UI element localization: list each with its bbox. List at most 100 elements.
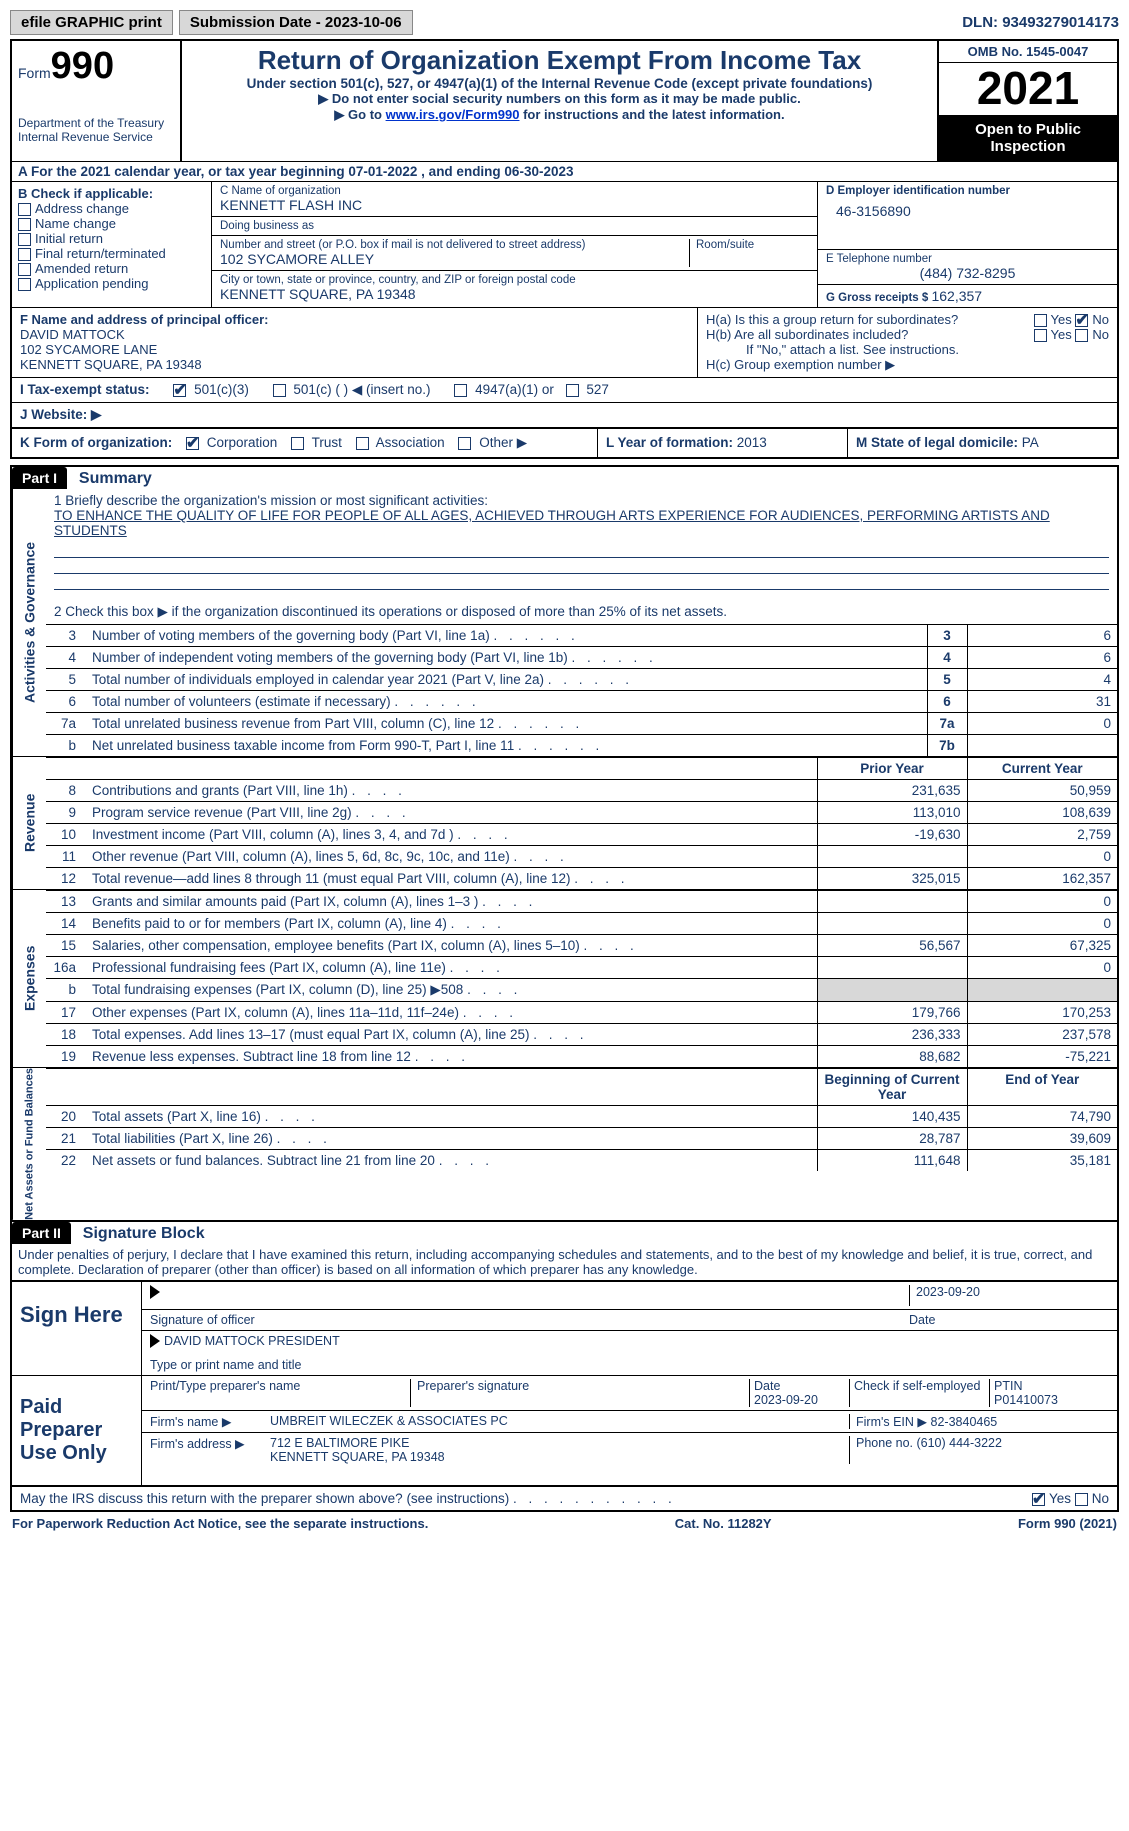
form-number: 990	[51, 45, 114, 87]
street-label: Number and street (or P.O. box if mail i…	[220, 239, 689, 251]
open-to-public: Open to Public Inspection	[939, 115, 1117, 161]
mission-q: 1 Briefly describe the organization's mi…	[54, 493, 1109, 508]
table-row: 4Number of independent voting members of…	[46, 647, 1117, 669]
penalties-text: Under penalties of perjury, I declare th…	[10, 1244, 1119, 1282]
table-row: bTotal fundraising expenses (Part IX, co…	[46, 979, 1117, 1002]
table-row: 10Investment income (Part VIII, column (…	[46, 824, 1117, 846]
footer-mid: Cat. No. 11282Y	[675, 1516, 772, 1531]
governance-section: Activities & Governance 1 Briefly descri…	[10, 489, 1119, 757]
discuss-row: May the IRS discuss this return with the…	[10, 1487, 1119, 1512]
sign-date: 2023-09-20	[909, 1285, 1109, 1306]
gross-value: 162,357	[931, 288, 982, 304]
gross-label: G Gross receipts $	[826, 292, 931, 304]
section-bcd: B Check if applicable: Address change Na…	[10, 182, 1119, 307]
table-row: 8Contributions and grants (Part VIII, li…	[46, 780, 1117, 802]
governance-table: 3Number of voting members of the governi…	[46, 624, 1117, 756]
paid-preparer-label: Paid Preparer Use Only	[12, 1376, 142, 1485]
submission-date-button[interactable]: Submission Date - 2023-10-06	[179, 10, 413, 35]
expenses-section: Expenses 13Grants and similar amounts pa…	[10, 890, 1119, 1068]
row-j: J Website: ▶	[10, 402, 1119, 428]
discuss-no[interactable]	[1075, 1493, 1088, 1506]
chk-501c[interactable]	[273, 384, 286, 397]
chk-501c3[interactable]	[173, 384, 186, 397]
table-row: 6Total number of volunteers (estimate if…	[46, 691, 1117, 713]
firm-ein: 82-3840465	[931, 1415, 998, 1429]
chk-corp[interactable]	[186, 437, 199, 450]
chk-trust[interactable]	[291, 437, 304, 450]
vtab-revenue: Revenue	[12, 757, 46, 889]
chk-initial-return[interactable]	[18, 233, 31, 246]
chk-name-change[interactable]	[18, 218, 31, 231]
chk-amended[interactable]	[18, 263, 31, 276]
tel-value: (484) 732-8295	[826, 265, 1109, 281]
chk-assoc[interactable]	[356, 437, 369, 450]
dept-label: Department of the Treasury Internal Reve…	[18, 116, 174, 144]
table-row: 12Total revenue—add lines 8 through 11 (…	[46, 868, 1117, 890]
date-label: Date	[909, 1313, 1109, 1327]
hb-yes[interactable]	[1034, 329, 1047, 342]
irs-link[interactable]: www.irs.gov/Form990	[386, 107, 520, 122]
signature-block: Sign Here 2023-09-20 Signature of office…	[10, 1282, 1119, 1487]
b-label: B Check if applicable:	[18, 186, 205, 201]
chk-other[interactable]	[458, 437, 471, 450]
row-klm: K Form of organization: Corporation Trus…	[10, 428, 1119, 459]
ha-label: H(a) Is this a group return for subordin…	[706, 312, 958, 327]
table-row: 5Total number of individuals employed in…	[46, 669, 1117, 691]
chk-address-change[interactable]	[18, 203, 31, 216]
ha-yes[interactable]	[1034, 314, 1047, 327]
table-row: 7aTotal unrelated business revenue from …	[46, 713, 1117, 735]
row-a: A For the 2021 calendar year, or tax yea…	[10, 161, 1119, 182]
prep-name-label: Print/Type preparer's name	[150, 1379, 410, 1407]
sign-here-label: Sign Here	[12, 1282, 142, 1375]
triangle-icon	[150, 1334, 160, 1348]
header-line1: ▶ Do not enter social security numbers o…	[190, 91, 929, 107]
vtab-governance: Activities & Governance	[12, 489, 46, 756]
part1-title: Summary	[71, 470, 152, 487]
tel-label: E Telephone number	[826, 253, 1109, 265]
chk-application-pending[interactable]	[18, 278, 31, 291]
chk-527[interactable]	[566, 384, 579, 397]
dba-label: Doing business as	[220, 220, 809, 232]
city-label: City or town, state or province, country…	[220, 274, 809, 286]
firm-phone: (610) 444-3222	[916, 1436, 1001, 1450]
table-row: 11Other revenue (Part VIII, column (A), …	[46, 846, 1117, 868]
type-print-label: Type or print name and title	[150, 1358, 301, 1372]
ha-no[interactable]	[1075, 314, 1088, 327]
hb-note: If "No," attach a list. See instructions…	[706, 342, 1109, 357]
efile-print-button[interactable]: efile GRAPHIC print	[10, 10, 173, 35]
topbar: efile GRAPHIC print Submission Date - 20…	[10, 10, 1119, 35]
table-row: 3Number of voting members of the governi…	[46, 625, 1117, 647]
table-row: 20Total assets (Part X, line 16) . . . .…	[46, 1106, 1117, 1128]
c-name-label: C Name of organization	[220, 185, 809, 197]
part2-num: Part II	[12, 1222, 71, 1244]
dln-label: DLN: 93493279014173	[962, 14, 1119, 31]
footer-right: Form 990 (2021)	[1018, 1516, 1117, 1531]
table-row: 19Revenue less expenses. Subtract line 1…	[46, 1046, 1117, 1068]
hb-no[interactable]	[1075, 329, 1088, 342]
form-header: Form990 Department of the Treasury Inter…	[10, 39, 1119, 161]
chk-4947[interactable]	[454, 384, 467, 397]
chk-final-return[interactable]	[18, 248, 31, 261]
hb-label: H(b) Are all subordinates included?	[706, 327, 908, 342]
part1-num: Part I	[12, 467, 67, 489]
netassets-section: Net Assets or Fund Balances Beginning of…	[10, 1068, 1119, 1222]
part2-title: Signature Block	[75, 1225, 205, 1242]
officer-name: DAVID MATTOCK	[20, 327, 689, 342]
table-row: 16aProfessional fundraising fees (Part I…	[46, 957, 1117, 979]
goto-post: for instructions and the latest informat…	[519, 107, 784, 122]
prep-sig-label: Preparer's signature	[410, 1379, 749, 1407]
ein-value: 46-3156890	[826, 197, 1109, 219]
form-title: Return of Organization Exempt From Incom…	[190, 45, 929, 76]
table-row: bNet unrelated business taxable income f…	[46, 735, 1117, 757]
form-word: Form	[18, 65, 51, 81]
line2-text: 2 Check this box ▶ if the organization d…	[54, 604, 727, 619]
hc-label: H(c) Group exemption number ▶	[706, 357, 1109, 373]
ptin-value: P01410073	[994, 1393, 1058, 1407]
goto-pre: ▶ Go to	[334, 107, 385, 122]
expenses-table: 13Grants and similar amounts paid (Part …	[46, 890, 1117, 1067]
discuss-yes[interactable]	[1032, 1493, 1045, 1506]
firm-name: UMBREIT WILECZEK & ASSOCIATES PC	[270, 1414, 849, 1429]
table-row: 14Benefits paid to or for members (Part …	[46, 913, 1117, 935]
f-label: F Name and address of principal officer:	[20, 312, 689, 327]
mission-text: TO ENHANCE THE QUALITY OF LIFE FOR PEOPL…	[54, 508, 1109, 538]
